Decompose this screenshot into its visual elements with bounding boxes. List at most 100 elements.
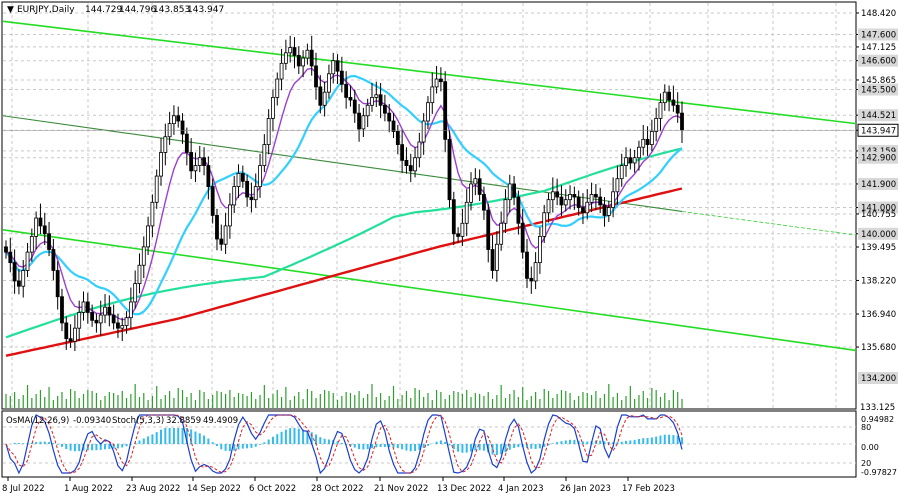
- candle-body: [344, 83, 349, 98]
- candle-body: [512, 183, 516, 198]
- candle-body: [215, 215, 219, 240]
- candle-body: [490, 249, 495, 271]
- candle-body: [357, 112, 361, 130]
- candle-body: [141, 246, 146, 266]
- candle-body: [559, 196, 564, 206]
- candle-body: [29, 235, 34, 253]
- candle-body: [529, 277, 534, 282]
- candle-body: [275, 78, 280, 98]
- candle-body: [292, 47, 297, 56]
- candle-body: [47, 233, 51, 250]
- candle-body: [98, 314, 103, 324]
- candle-body: [477, 178, 482, 195]
- candle-body: [658, 102, 663, 119]
- ohlc-high: 144.796: [119, 5, 156, 15]
- candle-body: [533, 262, 538, 282]
- candle-body: [111, 314, 116, 324]
- candle-body: [563, 199, 568, 206]
- price-label-box: [858, 227, 898, 240]
- candle-body: [327, 73, 331, 93]
- candle-body: [17, 280, 21, 287]
- candle-body: [146, 225, 150, 248]
- symbol-dropdown-icon[interactable]: ▼: [7, 5, 14, 15]
- candle-body: [206, 165, 211, 187]
- candle-body: [671, 99, 676, 106]
- candle-body: [107, 306, 112, 316]
- price-axis-bottom-label: 133.125: [860, 403, 895, 413]
- price-label-box: [858, 28, 898, 41]
- candle-body: [361, 115, 366, 130]
- candle-body: [210, 186, 215, 216]
- price-tick-label: 139.495: [861, 243, 896, 253]
- candle-body: [271, 97, 275, 119]
- candle-body: [34, 217, 39, 237]
- candle-body: [184, 133, 189, 153]
- candle-body: [520, 222, 525, 253]
- candle-body: [499, 222, 504, 245]
- price-tick-label: 147.600: [861, 30, 896, 40]
- price-label-box: [857, 123, 899, 137]
- price-label-box: [858, 109, 898, 122]
- candle-body: [348, 97, 353, 101]
- price-tick-label: 142.900: [861, 154, 896, 164]
- stoch-label: Stoch(5,3,3): [112, 416, 164, 426]
- candle-body: [598, 196, 603, 206]
- time-tick-label: 4 Jan 2023: [498, 484, 544, 494]
- candle-body: [408, 165, 413, 172]
- candle-body: [133, 283, 138, 303]
- candle-body: [283, 52, 288, 64]
- candle-body: [219, 238, 224, 245]
- price-label-box: [858, 151, 898, 164]
- candle-body: [443, 81, 448, 140]
- candle-body: [4, 246, 8, 253]
- candle-body: [654, 117, 659, 132]
- chart-symbol-label: EURJPY,Daily: [17, 5, 75, 15]
- candle-body: [202, 157, 206, 166]
- candle-body: [309, 49, 314, 67]
- osma-label: OsMA(12,26,9): [6, 416, 69, 426]
- candle-body: [223, 225, 228, 245]
- candle-body: [538, 235, 542, 264]
- oscillator-axis-label: 20: [861, 459, 871, 468]
- candle-body: [675, 104, 680, 114]
- oscillator-axis-label: 0.94982: [861, 415, 894, 424]
- candle-body: [258, 165, 262, 187]
- candle-body: [438, 78, 443, 83]
- candle-body: [197, 157, 202, 166]
- candle-body: [227, 204, 232, 227]
- candle-body: [318, 86, 323, 106]
- time-axis: 8 Jul 2022 1 Aug 2022 23 Aug 2022 14 Sep 20…: [2, 477, 675, 494]
- candle-body: [94, 319, 99, 324]
- candle-body: [279, 62, 284, 80]
- candle-body: [335, 60, 340, 72]
- price-label-box: [858, 83, 898, 96]
- candle-body: [516, 196, 521, 224]
- candle-body: [383, 104, 387, 114]
- candle-body: [55, 270, 60, 298]
- candle-body: [374, 94, 379, 98]
- price-tick-label: 138.220: [861, 276, 896, 286]
- price-label-box: [858, 177, 898, 190]
- candle-body: [581, 207, 585, 214]
- main-pane-frame: [1, 1, 857, 410]
- candle-body: [606, 207, 611, 216]
- candle-body: [51, 249, 56, 271]
- candle-body: [301, 57, 305, 67]
- candle-body: [404, 159, 409, 166]
- candle-body: [447, 138, 452, 201]
- price-tick-label: 140.755: [861, 210, 896, 220]
- candle-body: [305, 49, 310, 59]
- candle-body: [456, 233, 461, 237]
- price-tick-label: 141.000: [861, 204, 896, 214]
- candle-body: [193, 165, 198, 172]
- price-tick-label: 148.420: [861, 9, 896, 19]
- candle-body: [85, 301, 90, 313]
- candle-body: [641, 138, 646, 148]
- time-tick-label: 6 Oct 2022: [249, 484, 296, 494]
- price-label-box: [858, 201, 898, 214]
- price-tick-label: 140.000: [861, 230, 896, 240]
- time-tick-label: 21 Nov 2022: [374, 484, 428, 494]
- candle-body: [68, 338, 73, 342]
